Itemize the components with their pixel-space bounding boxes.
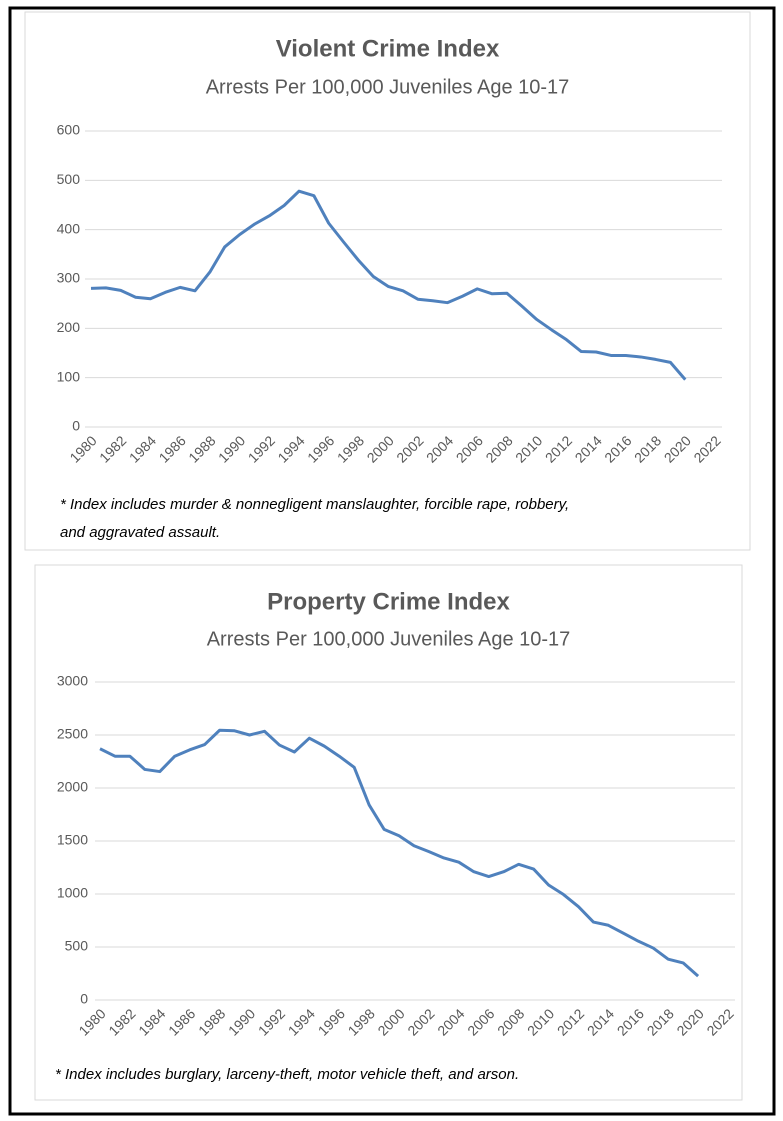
y-tick-label: 300: [57, 270, 81, 286]
chart-title: Violent Crime Index: [276, 35, 500, 62]
y-tick-label: 1500: [57, 832, 88, 848]
y-tick-label: 1000: [57, 885, 88, 901]
y-tick-label: 3000: [57, 673, 88, 689]
chart-panel: [24, 11, 751, 551]
footnote: and aggravated assault.: [60, 524, 220, 541]
y-tick-label: 2000: [57, 779, 88, 795]
y-tick-label: 500: [65, 938, 89, 954]
footnote: * Index includes murder & nonnegligent m…: [60, 496, 569, 513]
y-tick-label: 0: [80, 991, 88, 1007]
y-tick-label: 400: [57, 220, 81, 236]
y-tick-label: 200: [57, 319, 81, 335]
footnote: * Index includes burglary, larceny-theft…: [55, 1066, 519, 1083]
y-tick-label: 0: [72, 418, 80, 434]
y-tick-label: 500: [57, 171, 81, 187]
outer-frame: [8, 6, 776, 1116]
y-tick-label: 600: [57, 122, 81, 138]
data-line: [99, 728, 700, 978]
y-tick-label: 100: [57, 368, 81, 384]
chart-title: Property Crime Index: [267, 588, 510, 615]
y-tick-label: 2500: [57, 726, 88, 742]
data-line: [90, 189, 687, 381]
chart-subtitle: Arrests Per 100,000 Juveniles Age 10-17: [206, 76, 570, 98]
chart-subtitle: Arrests Per 100,000 Juveniles Age 10-17: [207, 628, 571, 650]
